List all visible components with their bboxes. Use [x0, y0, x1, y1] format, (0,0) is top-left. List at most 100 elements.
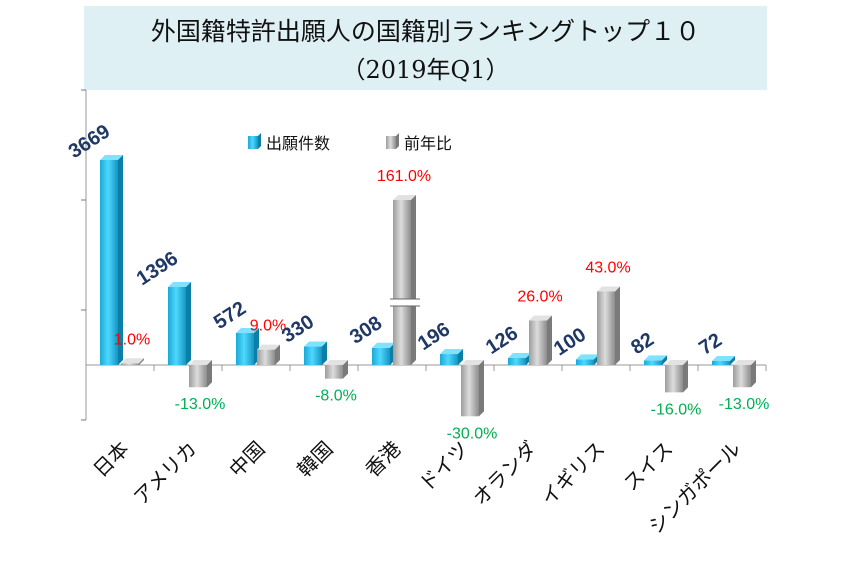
count-bar-face [440, 354, 458, 365]
count-bar-face [712, 360, 730, 365]
chart-title: 外国籍特許出願人の国籍別ランキングトップ１０ [150, 17, 701, 46]
yoy-bar-top [529, 315, 552, 321]
yoy-bar [733, 360, 756, 388]
yoy-data-label: -13.0% [719, 396, 770, 413]
count-bar [372, 342, 395, 365]
count-bar-side [662, 355, 667, 365]
count-bar-face [236, 333, 254, 365]
yoy-bar-side [139, 358, 144, 365]
yoy-bar [189, 360, 212, 388]
count-bar-top [100, 155, 123, 160]
yoy-bar-top [325, 360, 348, 365]
yoy-data-label: -13.0% [175, 396, 226, 413]
x-tick-label: イギリス [536, 437, 610, 511]
legend-swatch-side [396, 133, 399, 149]
yoy-bar-face [597, 291, 615, 365]
legend-item: 出願件数 [248, 133, 330, 153]
x-tick-label: ドイツ [414, 437, 473, 496]
axis-break-mark [390, 299, 421, 306]
yoy-bar-top [189, 360, 212, 365]
yoy-bar [665, 360, 688, 393]
yoy-bar-face [529, 320, 547, 365]
yoy-bar-side [751, 360, 756, 388]
yoy-data-label: 1.0% [114, 331, 150, 348]
bars [100, 155, 756, 417]
count-bar [100, 155, 123, 365]
legend: 出願件数 前年比 [248, 133, 452, 153]
yoy-data-label: 26.0% [517, 289, 562, 306]
count-bar-top [644, 355, 667, 361]
legend-swatch-side [258, 133, 261, 149]
count-bar [168, 282, 191, 365]
yoy-bar-side [683, 360, 688, 393]
yoy-bar [393, 195, 416, 365]
chart-subtitle: （2019年Q1） [341, 56, 510, 84]
x-tick-label: 香港 [360, 437, 405, 482]
count-bar [304, 341, 327, 365]
yoy-bar [461, 360, 484, 417]
legend-label: 出願件数 [266, 134, 330, 153]
yoy-bar-face [665, 365, 683, 393]
legend-item: 前年比 [386, 133, 452, 153]
yoy-bar-face [257, 349, 275, 365]
count-bar-side [322, 341, 327, 365]
yoy-bar-face [121, 363, 139, 365]
yoy-bar-top [733, 360, 756, 365]
count-bar-side [730, 355, 735, 365]
count-bar-top [304, 341, 327, 347]
count-bar-face [372, 347, 390, 365]
count-bar [236, 328, 259, 365]
yoy-bar-top [665, 360, 688, 365]
count-bar-top [712, 355, 735, 361]
yoy-bar [529, 315, 552, 365]
count-bar-face [644, 360, 662, 365]
yoy-bar [325, 360, 348, 379]
count-bar-face [168, 287, 186, 365]
yoy-data-label: -16.0% [651, 401, 702, 418]
yoy-bar-top [393, 195, 416, 200]
yoy-bar-face [189, 365, 207, 388]
x-tick-label: 日本 [88, 437, 133, 482]
count-bar-side [458, 349, 463, 365]
yoy-bar [121, 358, 144, 365]
yoy-bar-side [411, 195, 416, 365]
count-bar-top [236, 328, 259, 334]
yoy-data-label: 9.0% [250, 318, 286, 335]
yoy-bar-side [615, 286, 620, 365]
legend-swatch [386, 136, 396, 149]
yoy-bar-side [275, 344, 280, 365]
x-tick-label: 中国 [224, 437, 269, 482]
yoy-data-label: -8.0% [315, 388, 357, 405]
count-bar-side [186, 282, 191, 365]
yoy-bar-side [547, 315, 552, 365]
count-bar-top [168, 282, 191, 288]
chart-title-box: 外国籍特許出願人の国籍別ランキングトップ１０ （2019年Q1） [84, 6, 767, 90]
x-tick-label: 韓国 [292, 437, 337, 482]
count-bar-face [304, 346, 322, 365]
x-tick-label: スイス [619, 437, 678, 496]
count-bar-top [372, 342, 395, 348]
yoy-bar-face [733, 365, 751, 388]
count-bar-face [100, 160, 118, 365]
yoy-bar-face [461, 365, 479, 417]
count-bar [712, 355, 735, 365]
count-data-label: 82 [627, 328, 658, 359]
count-bar-top [576, 354, 599, 360]
count-bar [644, 355, 667, 365]
yoy-bar-side [479, 360, 484, 417]
legend-swatch [248, 136, 258, 149]
yoy-data-label: -30.0% [447, 425, 498, 442]
yoy-bar-side [207, 360, 212, 388]
yoy-bar-top [121, 358, 144, 364]
x-tick-label: アメリカ [129, 437, 202, 510]
count-bar-face [508, 357, 526, 365]
count-bar-top [440, 349, 463, 355]
count-bar [508, 352, 531, 365]
count-bar [576, 354, 599, 365]
yoy-bar-face [325, 365, 343, 379]
yoy-data-label: 161.0% [377, 168, 431, 185]
legend-label: 前年比 [404, 134, 452, 153]
